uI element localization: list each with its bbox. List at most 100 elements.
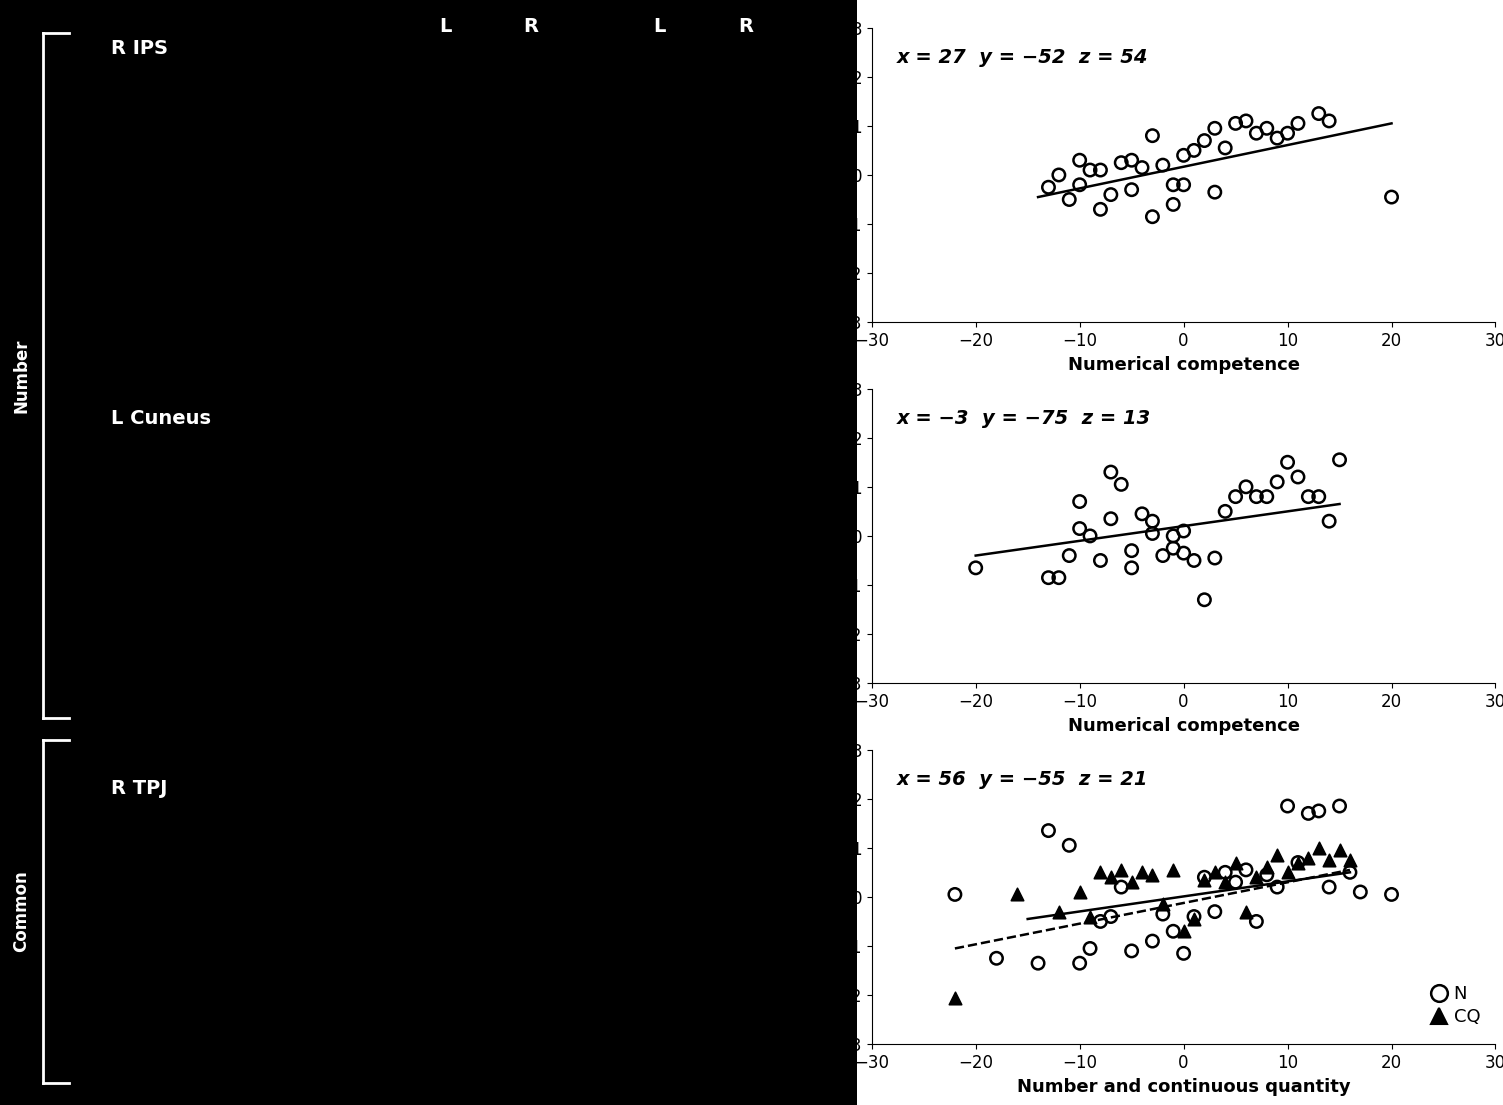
- Point: [1266, 129, 1290, 147]
- Point: [1255, 487, 1279, 505]
- Point: [1172, 176, 1196, 193]
- Text: R IPS: R IPS: [111, 39, 168, 57]
- Point: [1202, 549, 1226, 567]
- Point: [1202, 119, 1226, 137]
- Y-axis label: Gray matter volume: Gray matter volume: [815, 434, 833, 638]
- Point: [1088, 913, 1112, 930]
- Text: R: R: [738, 17, 753, 35]
- Point: [1046, 569, 1070, 587]
- Text: x = 27  y = −52  z = 54: x = 27 y = −52 z = 54: [897, 49, 1148, 67]
- Point: [1109, 861, 1133, 878]
- Point: [1181, 551, 1205, 569]
- Point: [1234, 903, 1258, 920]
- Point: [1067, 176, 1091, 193]
- Point: [1006, 885, 1030, 903]
- Point: [1057, 547, 1081, 565]
- Text: x = 56  y = −55  z = 21: x = 56 y = −55 z = 21: [897, 770, 1148, 789]
- Point: [1181, 911, 1205, 928]
- Point: [1287, 854, 1311, 872]
- Point: [1306, 839, 1330, 856]
- Point: [1162, 196, 1186, 213]
- Text: R TPJ: R TPJ: [111, 779, 168, 798]
- Text: R: R: [523, 17, 538, 35]
- Point: [1223, 115, 1247, 133]
- Point: [1027, 955, 1051, 972]
- Point: [1255, 859, 1279, 876]
- Point: [1317, 878, 1341, 896]
- Point: [1213, 503, 1237, 520]
- Text: Number: Number: [12, 338, 30, 413]
- Point: [1151, 547, 1175, 565]
- Point: [1109, 475, 1133, 493]
- Text: x = −3  y = −75  z = 13: x = −3 y = −75 z = 13: [897, 409, 1151, 429]
- Point: [1296, 804, 1321, 822]
- Point: [1088, 863, 1112, 881]
- Point: [1120, 943, 1144, 960]
- Point: [1327, 797, 1351, 814]
- Point: [1244, 913, 1269, 930]
- Point: [1141, 513, 1165, 530]
- X-axis label: Number and continuous quantity: Number and continuous quantity: [1018, 1077, 1350, 1095]
- Point: [1192, 591, 1216, 609]
- Point: [1202, 903, 1226, 920]
- Text: L: L: [654, 17, 666, 35]
- Point: [1276, 797, 1300, 814]
- Point: [1057, 836, 1081, 854]
- Point: [1099, 463, 1123, 481]
- Point: [1327, 841, 1351, 859]
- Point: [1099, 186, 1123, 203]
- Point: [1109, 878, 1133, 896]
- Point: [1037, 822, 1061, 840]
- Point: [984, 949, 1009, 967]
- Point: [1234, 478, 1258, 496]
- Point: [1172, 545, 1196, 562]
- Point: [1287, 469, 1311, 486]
- Point: [1130, 505, 1154, 523]
- Point: [1130, 159, 1154, 177]
- Point: [1088, 551, 1112, 569]
- Point: [1078, 907, 1102, 925]
- Point: [1213, 863, 1237, 881]
- Point: [1067, 955, 1091, 972]
- Point: [1099, 509, 1123, 527]
- Point: [1380, 885, 1404, 903]
- Point: [1223, 873, 1247, 891]
- Point: [1317, 851, 1341, 869]
- Point: [1120, 541, 1144, 559]
- X-axis label: Numerical competence: Numerical competence: [1067, 356, 1300, 373]
- Point: [1141, 208, 1165, 225]
- Point: [1287, 854, 1311, 872]
- Point: [1078, 527, 1102, 545]
- Point: [1296, 849, 1321, 866]
- Point: [963, 559, 987, 577]
- Point: [1306, 105, 1330, 123]
- Point: [1172, 147, 1196, 165]
- Point: [1172, 523, 1196, 540]
- Point: [1151, 156, 1175, 173]
- Point: [1088, 161, 1112, 179]
- Point: [1306, 802, 1330, 820]
- Point: [1141, 127, 1165, 145]
- Point: [1244, 869, 1269, 886]
- Point: [1099, 907, 1123, 925]
- Point: [1037, 569, 1061, 587]
- Point: [1120, 559, 1144, 577]
- Point: [1192, 871, 1216, 888]
- Point: [1162, 539, 1186, 557]
- Point: [1244, 125, 1269, 143]
- Point: [1078, 161, 1102, 179]
- Point: [1266, 473, 1290, 491]
- Point: [942, 989, 966, 1007]
- Point: [1078, 939, 1102, 957]
- Text: Common: Common: [12, 871, 30, 953]
- Point: [1172, 923, 1196, 940]
- Text: L Cuneus: L Cuneus: [111, 409, 212, 428]
- Point: [1037, 178, 1061, 196]
- Point: [1141, 933, 1165, 950]
- Point: [1276, 125, 1300, 143]
- Point: [1151, 895, 1175, 913]
- Point: [1338, 851, 1362, 869]
- Point: [1223, 854, 1247, 872]
- Point: [1162, 527, 1186, 545]
- Point: [1141, 525, 1165, 543]
